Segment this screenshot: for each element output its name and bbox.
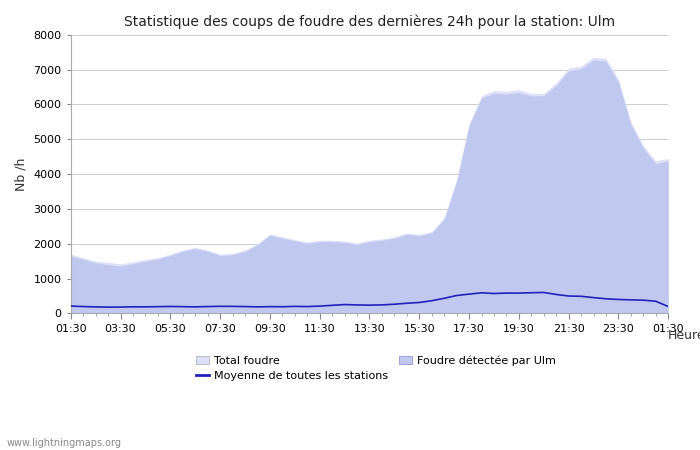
X-axis label: Heure: Heure [667,328,700,342]
Text: www.lightningmaps.org: www.lightningmaps.org [7,438,122,448]
Legend: Total foudre, Moyenne de toutes les stations, Foudre détectée par Ulm: Total foudre, Moyenne de toutes les stat… [196,355,555,381]
Y-axis label: Nb /h: Nb /h [15,158,28,191]
Title: Statistique des coups de foudre des dernières 24h pour la station: Ulm: Statistique des coups de foudre des dern… [124,15,615,30]
